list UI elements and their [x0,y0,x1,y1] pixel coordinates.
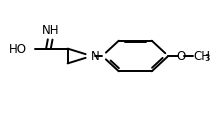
Text: CH: CH [194,50,211,62]
Text: N: N [91,50,100,63]
Text: 3: 3 [204,53,209,62]
Text: NH: NH [42,24,59,37]
Text: HO: HO [9,43,27,56]
Text: O: O [177,50,186,63]
